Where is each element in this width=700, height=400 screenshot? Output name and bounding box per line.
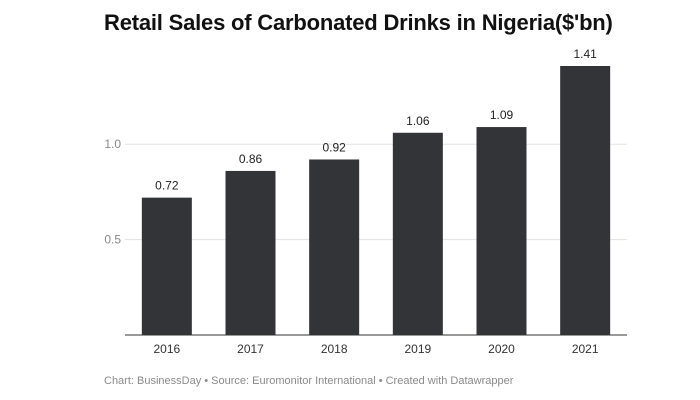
x-tick-label-2016: 2016 [153, 342, 180, 356]
x-tick-label-2019: 2019 [404, 342, 431, 356]
y-tick-label: 0.5 [104, 233, 121, 247]
gridlines [125, 143, 627, 241]
bar-2017 [225, 170, 276, 335]
bar-2018 [309, 159, 360, 335]
x-tick-label-2018: 2018 [321, 342, 348, 356]
bar-2019 [392, 132, 443, 335]
labels: 0.5 1.0 0.72 2016 0.86 2017 0.92 2018 1.06 2019 1.… [104, 47, 599, 356]
x-tick-label-2017: 2017 [237, 342, 264, 356]
value-label-2018: 0.92 [322, 140, 346, 154]
bars [141, 66, 611, 335]
chart-footer: Chart: BusinessDay • Source: Euromonitor… [104, 375, 514, 387]
chart-title: Retail Sales of Carbonated Drinks in Nig… [104, 10, 613, 35]
value-label-2016: 0.72 [155, 179, 179, 193]
bar-2020 [476, 127, 527, 335]
x-tick-label-2021: 2021 [572, 342, 599, 356]
bar-2016 [141, 197, 192, 335]
value-label-2017: 0.86 [239, 152, 263, 166]
value-label-2020: 1.09 [490, 108, 514, 122]
bar-2021 [560, 66, 611, 335]
value-label-2019: 1.06 [406, 114, 430, 128]
value-label-2021: 1.41 [573, 47, 597, 61]
y-tick-label: 1.0 [104, 137, 121, 151]
x-tick-label-2020: 2020 [488, 342, 515, 356]
